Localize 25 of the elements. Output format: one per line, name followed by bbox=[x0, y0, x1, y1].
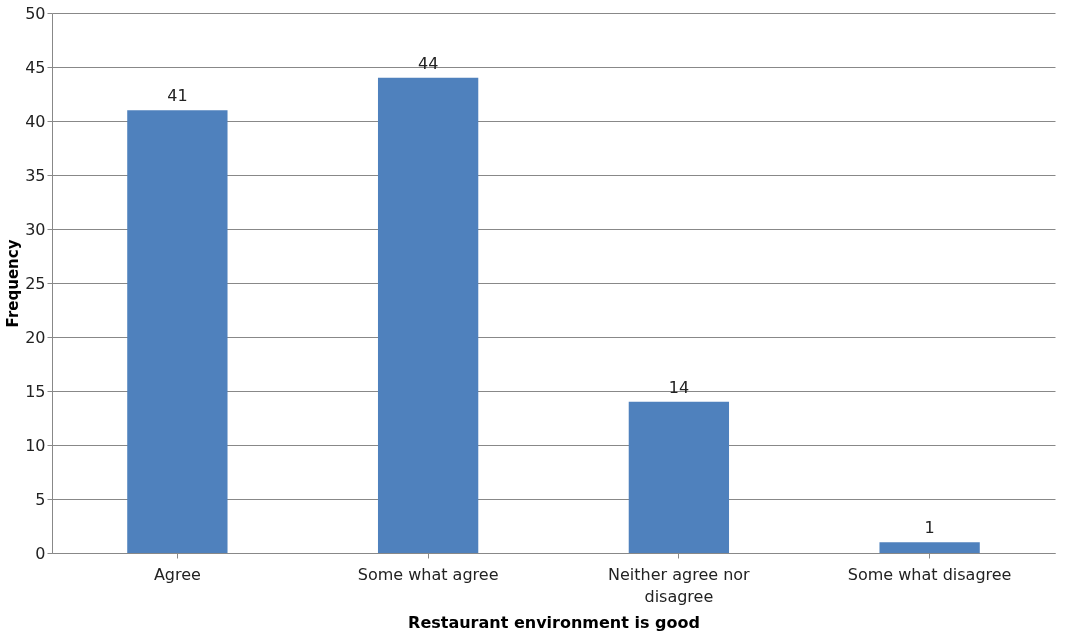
data-label: 41 bbox=[167, 86, 188, 106]
x-axis-title: Restaurant environment is good bbox=[408, 612, 700, 632]
y-tick-label: 40 bbox=[25, 111, 46, 131]
y-tick-label: 10 bbox=[25, 435, 46, 455]
y-tick-label: 15 bbox=[25, 381, 46, 401]
y-tick-label: 25 bbox=[25, 273, 46, 293]
y-tick-label: 30 bbox=[25, 219, 46, 239]
y-tick-label: 50 bbox=[25, 3, 46, 23]
x-tick-label: Neither agree nor disagree bbox=[608, 564, 751, 606]
y-tick-label: 35 bbox=[25, 165, 46, 185]
x-tick-label: Some what agree bbox=[357, 564, 499, 584]
data-label: 14 bbox=[668, 377, 690, 397]
bar bbox=[127, 110, 228, 553]
data-label: 1 bbox=[924, 518, 935, 538]
bar bbox=[628, 401, 730, 553]
bar bbox=[377, 77, 479, 553]
y-tick-label: 0 bbox=[35, 543, 46, 563]
y-tick-label: 5 bbox=[35, 489, 46, 509]
x-tick-label: Agree bbox=[153, 564, 201, 584]
bar bbox=[879, 542, 980, 553]
data-label: 44 bbox=[417, 53, 439, 73]
x-tick-label: Some what disagree bbox=[847, 564, 1012, 584]
y-tick-label: 20 bbox=[25, 327, 46, 347]
y-axis-title: Frequency bbox=[4, 239, 23, 328]
y-tick-label: 45 bbox=[25, 57, 46, 77]
